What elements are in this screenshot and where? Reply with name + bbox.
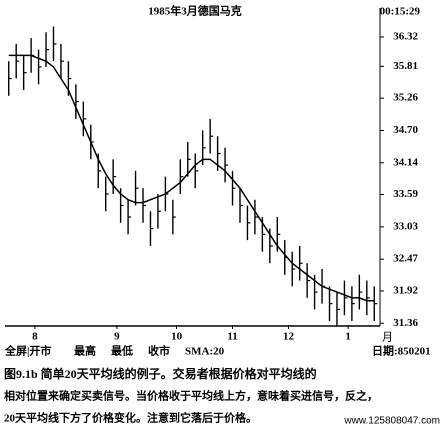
y-tick-label: 31.92	[393, 284, 418, 296]
y-tick-label: 34.70	[393, 124, 418, 136]
y-tick-label: 33.59	[393, 188, 418, 200]
sma-line	[8, 54, 375, 302]
y-tick-label: 32.47	[393, 253, 418, 265]
x-tick-label: 11	[227, 331, 237, 343]
caption-line: 图9.1b 简单20天平均线的例子。交易者根据价格对平均线的	[4, 366, 317, 381]
x-unit: 月	[382, 332, 393, 344]
y-tick-label: 35.81	[393, 60, 418, 72]
caption-line: 相对位置来确定买卖信号。当价格收于平均线上方，意味着买进信号，反之，	[4, 389, 378, 403]
x-tick-label: 1	[345, 331, 351, 343]
x-tick-label: 8	[32, 331, 38, 343]
chart-title: 1985年3月德国马克	[148, 4, 242, 18]
legend-low: 最低	[111, 344, 133, 358]
y-tick-label: 36.32	[393, 30, 418, 42]
legend-sma: SMA:20	[185, 346, 225, 358]
legend-open: 全屏|开市	[4, 344, 51, 358]
y-tick-label: 33.03	[393, 220, 418, 232]
y-tick-label: 35.26	[393, 92, 418, 104]
x-tick-label: 10	[171, 331, 183, 343]
legend-close: 收市	[148, 344, 170, 358]
y-tick-label: 34.14	[393, 156, 418, 168]
date-label: 日期:850201	[372, 344, 431, 358]
y-tick-label: 31.36	[393, 317, 418, 329]
x-tick-label: 12	[283, 331, 295, 343]
x-tick-label: 9	[114, 331, 120, 343]
watermark: www.125808047.com	[343, 416, 440, 427]
caption-line: 20天平均线下方了价格变化。注意到它落后于价格。	[4, 411, 257, 425]
clock: 00:15:29	[380, 6, 421, 18]
legend-high: 最高	[74, 344, 96, 358]
